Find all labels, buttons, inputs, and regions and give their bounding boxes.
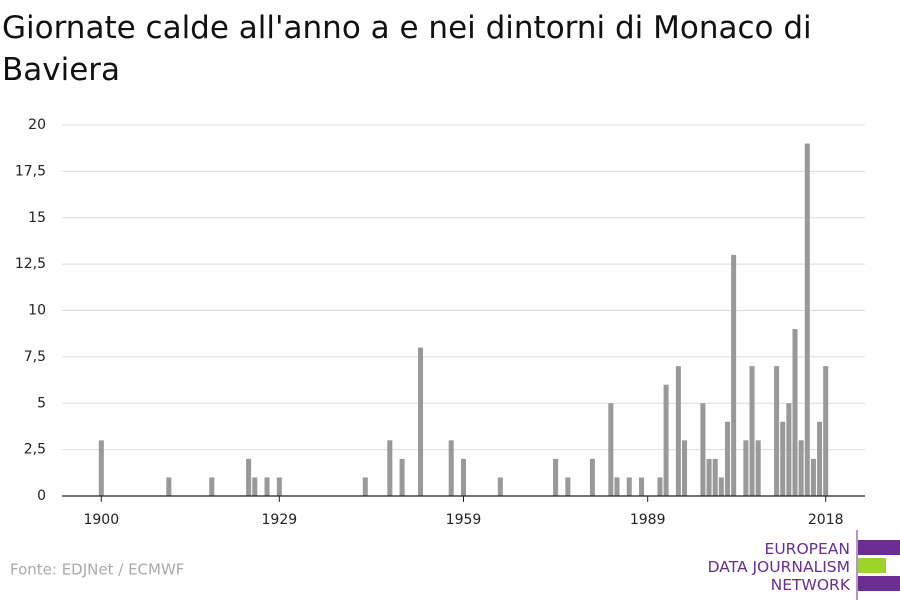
bar — [209, 477, 215, 496]
y-tick-label: 17,5 — [15, 163, 46, 179]
bar — [553, 458, 559, 496]
bar — [700, 403, 706, 496]
source: Fonte: EDJNet / ECMWF — [10, 561, 184, 579]
bar — [264, 477, 270, 496]
bar — [731, 254, 737, 496]
bar — [98, 440, 104, 496]
bar — [608, 403, 614, 496]
bar — [460, 458, 467, 496]
bar — [810, 458, 816, 496]
logo-text: DATA JOURNALISM — [708, 558, 850, 576]
bar — [786, 403, 792, 496]
bar — [681, 440, 688, 496]
bar — [675, 366, 681, 496]
bar — [252, 477, 258, 496]
y-tick-label: 2,5 — [24, 442, 46, 458]
bar — [743, 440, 749, 496]
logo-bar — [858, 540, 900, 555]
y-tick-label: 7,5 — [24, 349, 46, 365]
y-tick-label: 15 — [28, 210, 46, 226]
bar — [663, 384, 669, 496]
bar — [276, 477, 282, 496]
bar — [565, 477, 571, 496]
bar — [706, 458, 712, 496]
bar — [448, 440, 454, 496]
logo-bar — [858, 558, 886, 573]
bar — [166, 477, 172, 496]
x-tick-label: 1959 — [446, 512, 482, 528]
y-tick-label: 20 — [28, 117, 46, 133]
y-tick-label: 10 — [28, 303, 46, 319]
bar — [399, 458, 405, 496]
bar — [362, 477, 368, 496]
bar — [749, 366, 755, 496]
y-tick-label: 12,5 — [15, 256, 46, 272]
x-tick-label: 1989 — [630, 512, 666, 528]
bar — [626, 477, 632, 496]
bar — [712, 458, 718, 496]
logo-bar — [858, 576, 900, 591]
x-tick-label: 2018 — [808, 512, 844, 528]
y-tick-label: 5 — [37, 395, 46, 411]
bar — [387, 440, 393, 496]
bar — [804, 143, 810, 497]
bar — [755, 440, 761, 496]
bar — [798, 440, 804, 496]
bar — [497, 477, 503, 496]
chart-title-line: Giornate calde all'anno a e nei dintorni… — [2, 10, 812, 46]
bar — [817, 421, 823, 496]
bar — [792, 329, 798, 496]
x-tick-label: 1929 — [262, 512, 298, 528]
bar — [724, 421, 731, 496]
y-tick-label: 0 — [37, 488, 46, 504]
logo-text: EUROPEAN — [765, 540, 850, 558]
bar — [589, 458, 595, 496]
bar — [823, 366, 829, 496]
bar — [639, 477, 645, 496]
bar — [780, 421, 786, 496]
logo-text: NETWORK — [771, 576, 851, 594]
x-tick-label: 1900 — [83, 512, 119, 528]
chart-title-line: Baviera — [2, 52, 120, 88]
bar — [657, 477, 663, 496]
bar — [774, 366, 780, 496]
bar — [718, 477, 724, 496]
bar — [418, 347, 424, 496]
bar — [614, 477, 620, 496]
bar — [246, 458, 252, 496]
